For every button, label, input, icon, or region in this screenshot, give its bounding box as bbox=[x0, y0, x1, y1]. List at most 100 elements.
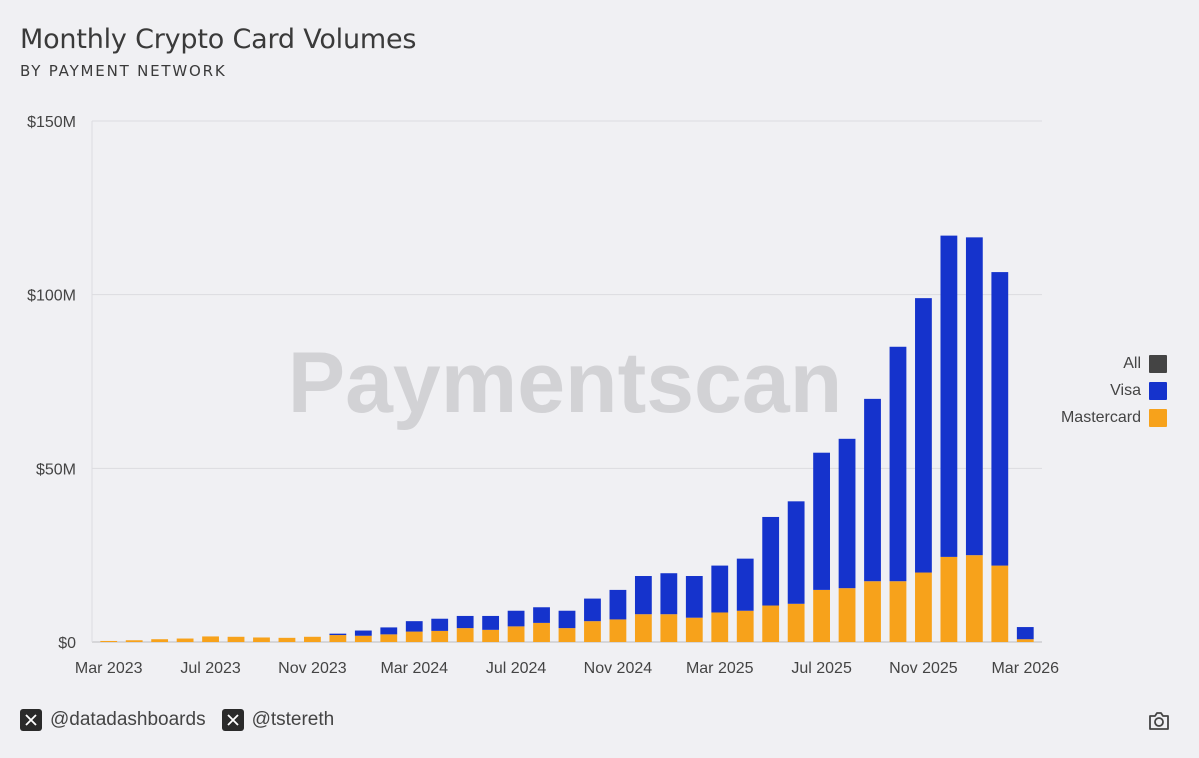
legend-item-mastercard[interactable]: Mastercard bbox=[1061, 409, 1167, 427]
legend-label: All bbox=[1123, 355, 1141, 372]
bar-visa-may-2024[interactable] bbox=[456, 615, 474, 629]
bar-mastercard-may-2024[interactable] bbox=[456, 628, 474, 642]
legend-swatch bbox=[1149, 382, 1167, 400]
handle-label: @tstereth bbox=[251, 709, 335, 730]
bar-mastercard-nov-2023[interactable] bbox=[304, 636, 321, 642]
bar-mastercard-aug-2023[interactable] bbox=[227, 636, 245, 642]
bar-visa-jun-2025[interactable] bbox=[787, 501, 805, 604]
bars bbox=[100, 235, 1034, 642]
x-logo-icon bbox=[221, 709, 244, 731]
bar-visa-sep-2025[interactable] bbox=[864, 398, 881, 582]
bar-mastercard-mar-2023[interactable] bbox=[100, 640, 118, 642]
legend-label: Visa bbox=[1110, 382, 1141, 399]
y-tick-label: $0 bbox=[58, 635, 76, 652]
legend-item-visa[interactable]: Visa bbox=[1110, 382, 1167, 400]
bar-visa-dec-2023[interactable] bbox=[329, 633, 347, 636]
bar-mastercard-may-2023[interactable] bbox=[151, 639, 169, 642]
bar-mastercard-mar-2025[interactable] bbox=[711, 612, 729, 642]
bar-visa-feb-2025[interactable] bbox=[685, 576, 703, 618]
footer: @datadashboards @tstereth bbox=[20, 709, 350, 731]
bar-visa-apr-2025[interactable] bbox=[736, 558, 754, 611]
x-tick-label: Jul 2023 bbox=[180, 660, 241, 677]
legend: All Visa Mastercard bbox=[1061, 355, 1167, 427]
x-tick-label: Mar 2023 bbox=[75, 660, 143, 677]
chart-subtitle: BY PAYMENT NETWORK bbox=[20, 62, 227, 80]
bar-mastercard-nov-2025[interactable] bbox=[915, 572, 932, 642]
bar-visa-mar-2025[interactable] bbox=[711, 565, 729, 613]
bar-visa-jul-2024[interactable] bbox=[507, 610, 525, 627]
bar-mastercard-oct-2023[interactable] bbox=[278, 637, 296, 642]
bar-mastercard-jan-2026[interactable] bbox=[965, 555, 983, 642]
bar-mastercard-jul-2023[interactable] bbox=[202, 636, 219, 642]
bar-visa-feb-2024[interactable] bbox=[380, 627, 398, 635]
bar-mastercard-mar-2024[interactable] bbox=[405, 631, 423, 642]
bar-visa-sep-2024[interactable] bbox=[558, 610, 576, 629]
bar-mastercard-apr-2024[interactable] bbox=[431, 630, 449, 642]
bar-mastercard-jun-2023[interactable] bbox=[176, 638, 194, 642]
bar-visa-jul-2025[interactable] bbox=[813, 452, 830, 590]
bar-visa-apr-2024[interactable] bbox=[431, 618, 449, 631]
x-tick-label: Jul 2024 bbox=[486, 660, 547, 677]
x-tick-label: Mar 2025 bbox=[686, 660, 754, 677]
bar-visa-oct-2025[interactable] bbox=[889, 346, 907, 582]
x-tick-label: Nov 2024 bbox=[584, 660, 653, 677]
bar-mastercard-sep-2025[interactable] bbox=[864, 581, 881, 642]
y-tick-label: $100M bbox=[27, 288, 76, 305]
bar-visa-mar-2024[interactable] bbox=[405, 621, 423, 632]
bar-visa-jan-2025[interactable] bbox=[660, 573, 678, 615]
bar-mastercard-feb-2024[interactable] bbox=[380, 634, 398, 642]
bar-visa-dec-2025[interactable] bbox=[940, 235, 958, 557]
bar-mastercard-dec-2024[interactable] bbox=[634, 614, 652, 642]
y-axis-tick-labels: $0 $50M $100M $150M bbox=[27, 114, 76, 652]
bar-visa-jun-2024[interactable] bbox=[482, 615, 500, 630]
bar-visa-jan-2024[interactable] bbox=[354, 630, 372, 636]
x-tick-label: Nov 2025 bbox=[889, 660, 958, 677]
bar-mastercard-jun-2024[interactable] bbox=[482, 629, 500, 642]
bar-mastercard-feb-2026[interactable] bbox=[991, 565, 1009, 642]
x-tick-label: Mar 2026 bbox=[991, 660, 1059, 677]
x-logo-icon bbox=[20, 709, 42, 731]
bar-mastercard-jan-2024[interactable] bbox=[354, 635, 372, 642]
bar-mastercard-sep-2024[interactable] bbox=[558, 628, 576, 642]
bar-visa-nov-2024[interactable] bbox=[609, 589, 627, 620]
bar-mastercard-may-2025[interactable] bbox=[762, 605, 780, 642]
handle-tstereth[interactable]: @tstereth bbox=[221, 709, 335, 731]
camera-icon[interactable] bbox=[1147, 710, 1171, 732]
bar-visa-may-2025[interactable] bbox=[762, 516, 780, 606]
bar-visa-nov-2025[interactable] bbox=[915, 298, 932, 573]
legend-label: Mastercard bbox=[1060, 409, 1141, 426]
bar-mastercard-jul-2025[interactable] bbox=[813, 589, 830, 642]
bar-mastercard-jan-2025[interactable] bbox=[660, 614, 678, 642]
bar-visa-aug-2025[interactable] bbox=[838, 438, 856, 589]
bar-mastercard-nov-2024[interactable] bbox=[609, 619, 627, 642]
legend-item-all[interactable]: All bbox=[1123, 355, 1167, 373]
watermark: Paymentscan bbox=[288, 335, 843, 431]
bar-mastercard-apr-2025[interactable] bbox=[736, 610, 754, 642]
bar-visa-dec-2024[interactable] bbox=[634, 576, 652, 615]
bar-mastercard-aug-2025[interactable] bbox=[838, 588, 856, 642]
bar-mastercard-jun-2025[interactable] bbox=[787, 603, 805, 642]
bar-mastercard-feb-2025[interactable] bbox=[685, 617, 703, 642]
bar-visa-oct-2024[interactable] bbox=[584, 598, 601, 622]
x-tick-label: Nov 2023 bbox=[278, 660, 347, 677]
bar-mastercard-dec-2023[interactable] bbox=[329, 635, 347, 642]
bar-visa-mar-2026[interactable] bbox=[1016, 627, 1034, 640]
bar-mastercard-sep-2023[interactable] bbox=[253, 637, 270, 642]
x-tick-label: Jul 2025 bbox=[791, 660, 852, 677]
bar-mastercard-dec-2025[interactable] bbox=[940, 556, 958, 642]
handle-datadashboards[interactable]: @datadashboards bbox=[20, 709, 206, 731]
bar-mastercard-mar-2026[interactable] bbox=[1016, 639, 1034, 642]
chart-title: Monthly Crypto Card Volumes bbox=[20, 24, 417, 55]
bar-mastercard-aug-2024[interactable] bbox=[533, 622, 550, 642]
bar-mastercard-apr-2023[interactable] bbox=[125, 640, 143, 642]
handle-label: @datadashboards bbox=[50, 709, 206, 730]
bar-visa-feb-2026[interactable] bbox=[991, 272, 1009, 566]
y-tick-label: $50M bbox=[36, 461, 76, 478]
bar-visa-aug-2024[interactable] bbox=[533, 607, 550, 623]
bar-mastercard-jul-2024[interactable] bbox=[507, 626, 525, 642]
bar-visa-jan-2026[interactable] bbox=[965, 237, 983, 556]
bar-mastercard-oct-2025[interactable] bbox=[889, 581, 907, 642]
bar-mastercard-oct-2024[interactable] bbox=[584, 621, 601, 642]
y-tick-label: $150M bbox=[27, 114, 76, 131]
